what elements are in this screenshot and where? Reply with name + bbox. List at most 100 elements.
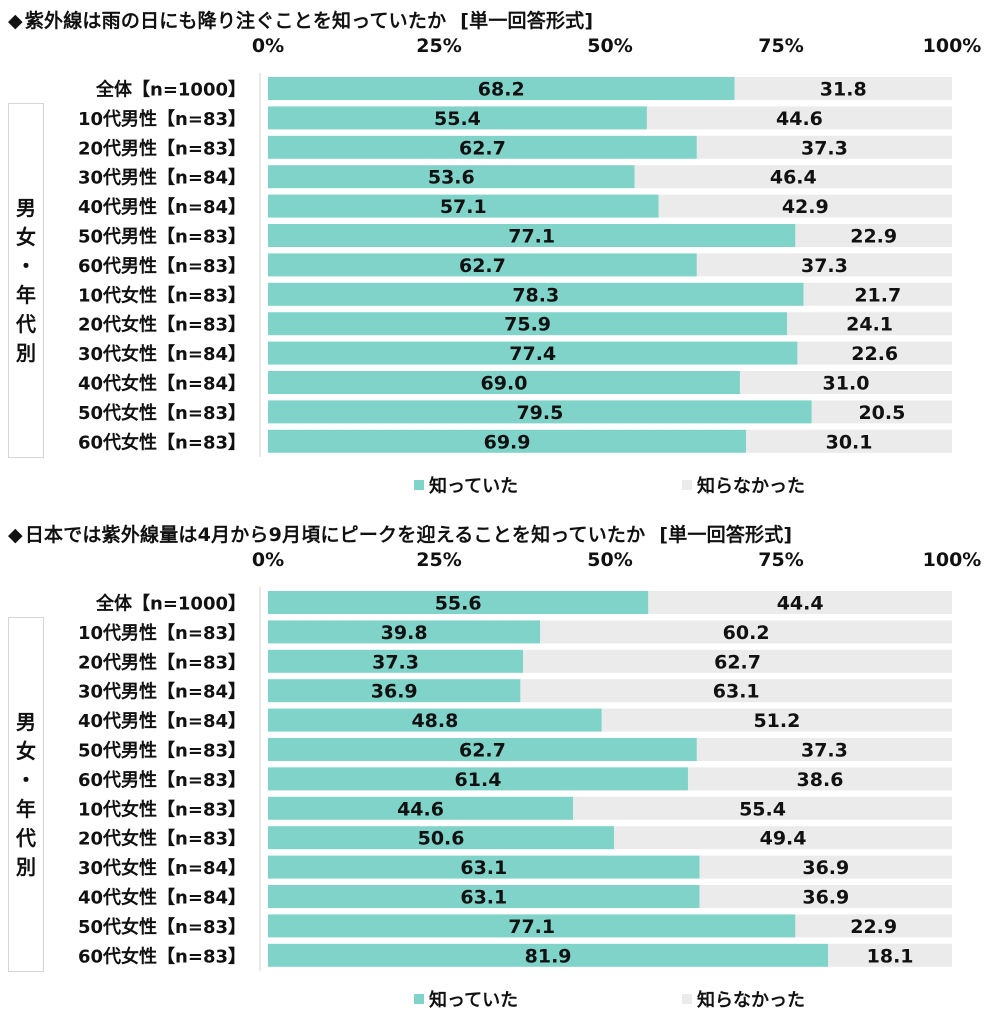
bar-segment-knew	[268, 649, 524, 673]
data-label: 62.7	[459, 255, 506, 277]
data-label: 77.4	[509, 343, 556, 365]
data-label: 55.6	[435, 593, 482, 615]
category-label: 60代女性【n=83】	[78, 945, 246, 967]
category-label: 30代女性【n=84】	[78, 857, 246, 879]
data-label: 60.2	[723, 622, 770, 644]
data-label: 55.4	[739, 798, 786, 820]
group-label-char: 男	[16, 709, 36, 734]
bar-segment-did-not-know	[699, 885, 952, 908]
category-label: 30代男性【n=84】	[78, 681, 246, 703]
question-type: [単一回答形式]	[460, 10, 594, 32]
bar-segment-knew	[268, 591, 649, 614]
category-label: 50代女性【n=83】	[78, 916, 246, 938]
category-label: 40代女性【n=84】	[78, 887, 246, 909]
chart-plot: 0% 25% 50% 75% 100% 全体【n=1000】 55.6 44.4 10代男性【n…	[78, 549, 981, 971]
category-label: 10代女性【n=83】	[78, 798, 246, 820]
data-label: 68.2	[478, 79, 525, 101]
data-label: 42.9	[782, 196, 829, 218]
category-label: 60代男性【n=83】	[78, 255, 246, 277]
bar-segment-did-not-know	[787, 312, 952, 336]
data-label: 37.3	[801, 255, 848, 277]
bar-segment-knew	[268, 708, 602, 732]
data-label: 21.7	[854, 284, 901, 306]
bar-segment-knew	[268, 429, 747, 453]
data-label: 63.1	[460, 887, 507, 909]
category-label: 20代女性【n=83】	[78, 828, 246, 850]
category-label: 30代男性【n=84】	[78, 167, 246, 189]
data-label: 57.1	[440, 196, 487, 218]
data-label: 50.6	[418, 828, 465, 850]
chart-uv-rainy-day: ◆ 紫外線は雨の日にも降り注ぐことを知っていたか [単一回答形式] 0% 25% 50%…	[8, 10, 982, 498]
data-label: 31.0	[823, 373, 870, 395]
legend-label: 知らなかった	[697, 476, 805, 497]
x-tick-label: 25%	[416, 35, 461, 57]
bar-segment-knew	[268, 620, 541, 644]
data-label: 55.4	[434, 108, 481, 130]
category-label: 40代男性【n=84】	[78, 710, 246, 732]
legend-swatch	[414, 480, 424, 490]
data-label: 62.7	[459, 740, 506, 762]
chart-plot: 0% 25% 50% 75% 100% 全体【n=1000】 68.2 31.8 10代男性【n…	[78, 35, 982, 457]
data-label: 79.5	[516, 402, 563, 424]
data-label: 62.7	[459, 137, 506, 159]
bar-segment-knew	[268, 165, 635, 189]
legend-swatch	[682, 480, 692, 490]
legend: 知っていた 知らなかった	[0, 986, 1000, 1016]
bar-segment-knew	[268, 400, 812, 424]
bar-segment-did-not-know	[573, 796, 952, 820]
diamond-bullet-icon: ◆	[8, 10, 23, 32]
bar-segment-did-not-know	[828, 943, 952, 967]
bar-segment-knew	[268, 312, 788, 336]
x-tick-label: 75%	[758, 35, 803, 57]
category-label: 50代女性【n=83】	[78, 402, 246, 424]
data-label: 81.9	[525, 945, 572, 967]
data-label: 44.6	[776, 108, 823, 130]
group-label-char: 女	[16, 224, 36, 249]
bar-segment-did-not-know	[803, 282, 952, 306]
bar-segment-did-not-know	[523, 649, 952, 673]
bar-segment-knew	[268, 282, 804, 306]
data-label: 48.8	[411, 710, 458, 732]
legend-swatch	[682, 994, 692, 1004]
group-label-char: ・	[16, 767, 36, 792]
data-label: 39.8	[381, 622, 428, 644]
data-label: 69.0	[481, 373, 528, 395]
category-label: 10代男性【n=83】	[78, 622, 246, 644]
category-label: 60代女性【n=83】	[78, 431, 246, 453]
bar-segment-knew	[268, 796, 574, 820]
group-label-char: 代	[16, 311, 36, 336]
bar-segment-did-not-know	[734, 77, 952, 100]
x-tick-label: 100%	[923, 35, 982, 57]
data-label: 77.1	[508, 226, 555, 248]
data-label: 31.8	[820, 79, 867, 101]
category-label: 50代男性【n=83】	[78, 740, 246, 762]
data-label: 53.6	[428, 167, 475, 189]
legend-item: 知っていた	[414, 986, 518, 1012]
category-label: 40代男性【n=84】	[78, 196, 246, 218]
data-label: 37.3	[372, 651, 419, 673]
bar-segment-did-not-know	[797, 341, 952, 365]
diamond-bullet-icon: ◆	[8, 524, 23, 546]
bar-segment-did-not-know	[520, 679, 952, 703]
category-label: 60代男性【n=83】	[78, 769, 246, 791]
bar-segment-did-not-know	[746, 429, 952, 453]
legend-label: 知っていた	[429, 476, 519, 497]
group-label-char: 年	[16, 282, 36, 307]
data-label: 46.4	[770, 167, 817, 189]
legend-item: 知っていた	[414, 472, 518, 498]
legend-swatch	[414, 994, 424, 1004]
bar-segment-knew	[268, 371, 740, 394]
bar-segment-knew	[268, 738, 697, 761]
bar-segment-knew	[268, 885, 700, 908]
data-label: 69.9	[484, 431, 531, 453]
data-label: 22.9	[850, 226, 897, 248]
category-label: 40代女性【n=84】	[78, 373, 246, 395]
data-label: 61.4	[455, 769, 502, 791]
bar-segment-knew	[268, 77, 735, 100]
data-label: 20.5	[858, 402, 905, 424]
bar-segment-did-not-know	[540, 620, 952, 644]
group-label-char: 代	[16, 825, 36, 850]
x-tick-label: 0%	[252, 549, 284, 571]
data-label: 22.9	[850, 916, 897, 938]
bar-segment-knew	[268, 826, 615, 850]
